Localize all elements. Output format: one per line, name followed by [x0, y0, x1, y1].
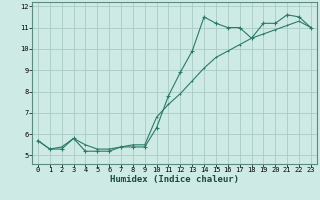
X-axis label: Humidex (Indice chaleur): Humidex (Indice chaleur) — [110, 175, 239, 184]
